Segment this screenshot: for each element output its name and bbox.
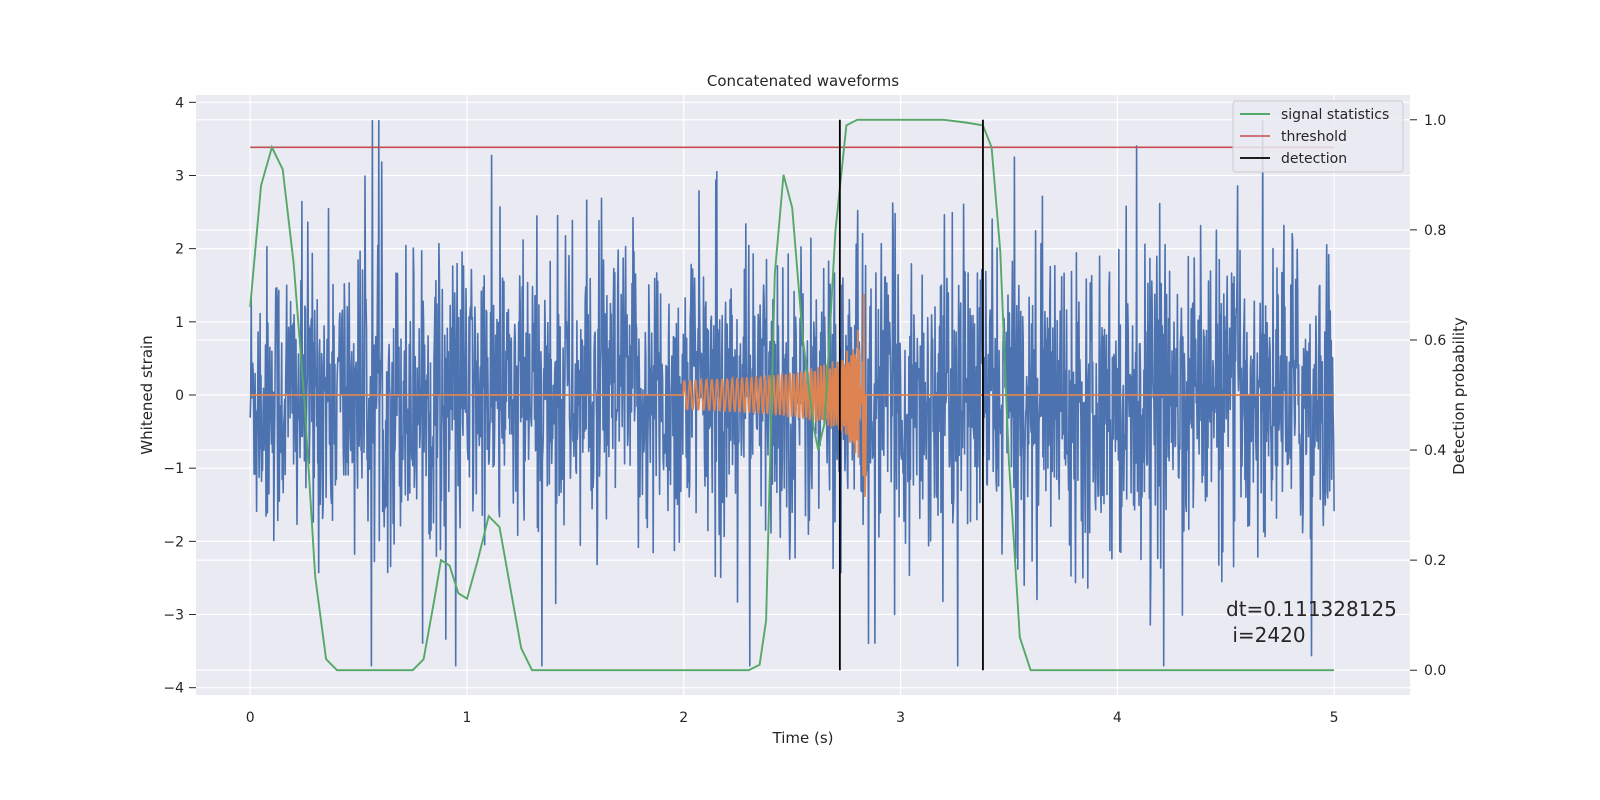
y2-tick-label: 0.0 bbox=[1424, 663, 1446, 679]
x-tick-label: 3 bbox=[896, 710, 905, 726]
y-ticks: −4 −3 −2 −1 0 1 2 3 4 bbox=[163, 95, 196, 697]
y-tick-label: −2 bbox=[163, 534, 184, 550]
y2-tick-label: 0.2 bbox=[1424, 553, 1446, 569]
legend: signal statistics threshold detection bbox=[1232, 100, 1404, 173]
chart-title: Concatenated waveforms bbox=[707, 72, 899, 90]
x-tick-label: 2 bbox=[679, 710, 688, 726]
y-axis-label: Whitened strain bbox=[138, 335, 156, 454]
y-tick-label: 4 bbox=[175, 95, 184, 111]
y-tick-label: −3 bbox=[163, 608, 184, 624]
y2-axis-label: Detection probability bbox=[1450, 317, 1468, 475]
y-tick-label: −4 bbox=[163, 681, 184, 697]
annotation-dt: dt=0.111328125 bbox=[1226, 597, 1397, 621]
detection-lines bbox=[838, 119, 984, 671]
y-tick-label: −1 bbox=[163, 461, 184, 477]
x-tick-label: 5 bbox=[1330, 710, 1339, 726]
y2-tick-label: 0.8 bbox=[1424, 223, 1446, 239]
y-tick-label: 1 bbox=[175, 315, 184, 331]
y2-tick-label: 1.0 bbox=[1424, 113, 1446, 129]
x-tick-label: 1 bbox=[463, 710, 472, 726]
x-tick-label: 0 bbox=[246, 710, 255, 726]
plot-area bbox=[249, 118, 1335, 672]
x-ticks: 0 1 2 3 4 5 bbox=[246, 710, 1339, 726]
signal-statistics-line bbox=[249, 118, 1335, 672]
y-tick-label: 2 bbox=[175, 242, 184, 258]
legend-label-detection: detection bbox=[1281, 151, 1347, 167]
x-tick-label: 4 bbox=[1113, 710, 1122, 726]
y2-ticks: 0.0 0.2 0.4 0.6 0.8 1.0 bbox=[1410, 113, 1446, 679]
chirp-series-line bbox=[250, 293, 1335, 498]
annotation-i: i=2420 bbox=[1226, 623, 1306, 647]
legend-box bbox=[1232, 100, 1404, 173]
y2-tick-label: 0.6 bbox=[1424, 333, 1446, 349]
legend-label-signal-statistics: signal statistics bbox=[1281, 107, 1389, 123]
y-tick-label: 0 bbox=[175, 388, 184, 404]
y2-tick-label: 0.4 bbox=[1424, 443, 1446, 459]
x-axis-label: Time (s) bbox=[772, 729, 834, 747]
legend-label-threshold: threshold bbox=[1281, 129, 1347, 145]
y-tick-label: 3 bbox=[175, 168, 184, 184]
